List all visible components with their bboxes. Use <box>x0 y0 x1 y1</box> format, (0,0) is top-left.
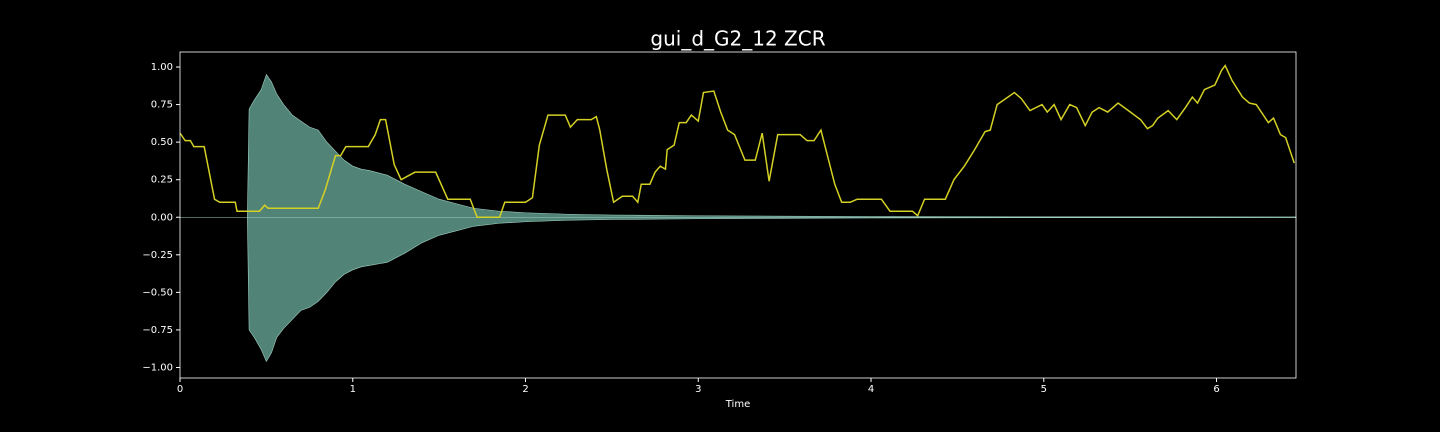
waveform-area <box>180 73 1297 218</box>
y-tick-label: 0.75 <box>151 100 173 111</box>
waveform-area <box>180 216 1297 363</box>
x-tick-label: 1 <box>350 384 356 395</box>
y-tick-label: 1.00 <box>151 62 173 73</box>
x-axis-label: Time <box>725 399 750 410</box>
y-tick-label: 0.00 <box>151 212 173 223</box>
x-tick-label: 0 <box>177 384 183 395</box>
x-tick-label: 4 <box>868 384 874 395</box>
x-tick-label: 3 <box>695 384 701 395</box>
y-tick-label: 0.50 <box>151 137 173 148</box>
zcr-line <box>179 64 1295 219</box>
x-tick-label: 5 <box>1041 384 1047 395</box>
y-tick-label: −1.00 <box>142 362 173 373</box>
x-tick-label: 2 <box>522 384 528 395</box>
y-tick-label: −0.50 <box>142 287 173 298</box>
x-tick-label: 6 <box>1213 384 1219 395</box>
y-tick-label: 0.25 <box>151 175 173 186</box>
plot-frame <box>179 51 1297 379</box>
y-tick-label: −0.25 <box>142 250 173 261</box>
y-tick-label: −0.75 <box>142 325 173 336</box>
chart-title: gui_d_G2_12 ZCR <box>650 27 825 51</box>
